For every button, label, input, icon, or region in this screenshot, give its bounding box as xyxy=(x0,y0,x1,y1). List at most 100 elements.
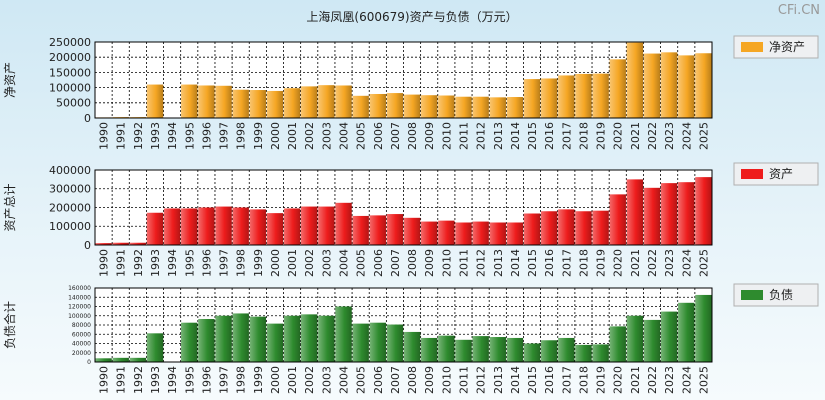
total-assets-xtick-label: 2009 xyxy=(423,249,436,277)
net-assets-ytick-label: 150000 xyxy=(49,66,91,79)
total-assets-xtick-label: 2008 xyxy=(406,249,419,277)
total-liabilities-bar-2025 xyxy=(695,294,712,362)
total-liabilities-xtick-label: 2002 xyxy=(303,366,316,394)
total-assets-bar-2008 xyxy=(403,217,421,245)
total-assets-bar-1996 xyxy=(198,207,215,245)
total-assets-bar-2019 xyxy=(592,210,609,245)
total-liabilities-xtick-label: 1991 xyxy=(115,366,128,394)
total-liabilities-ylabel: 负债合计 xyxy=(2,301,17,349)
total-assets-ytick-label: 400000 xyxy=(49,164,91,177)
total-assets-legend-label: 资产 xyxy=(769,167,793,181)
net-assets-bar-2017 xyxy=(558,75,575,118)
total-liabilities-xtick-label: 2013 xyxy=(492,366,505,394)
net-assets-xtick-label: 2007 xyxy=(389,122,402,150)
total-liabilities-ytick-label: 80000 xyxy=(72,322,91,329)
total-assets-xtick-label: 2000 xyxy=(269,249,282,277)
total-liabilities-bar-1991 xyxy=(112,357,129,362)
total-assets-ytick-label: 0 xyxy=(84,239,91,252)
total-assets-bar-2011 xyxy=(455,222,472,245)
total-liabilities-bar-2010 xyxy=(438,335,455,362)
total-assets-bar-2017 xyxy=(558,209,575,245)
net-assets-xtick-label: 2022 xyxy=(646,122,659,150)
total-assets-bar-2005 xyxy=(352,215,369,245)
chart-title: 上海凤凰(600679)资产与负债（万元） xyxy=(306,9,517,24)
total-assets-bar-1997 xyxy=(215,206,232,245)
total-assets-xtick-label: 2012 xyxy=(475,249,488,277)
total-liabilities-xtick-label: 2007 xyxy=(389,366,402,394)
total-liabilities-xtick-label: 2016 xyxy=(543,366,556,394)
total-liabilities-bar-2002 xyxy=(301,314,318,362)
total-assets-xtick-label: 1993 xyxy=(149,249,162,277)
total-assets-xtick-label: 2025 xyxy=(697,249,710,277)
total-assets-bar-2000 xyxy=(266,213,284,245)
net-assets-xtick-label: 2024 xyxy=(680,122,693,150)
total-liabilities-bar-2024 xyxy=(678,302,695,362)
total-assets-xtick-label: 2018 xyxy=(577,249,590,277)
net-assets-bar-2022 xyxy=(643,53,661,118)
total-liabilities-bar-1990 xyxy=(95,358,112,362)
total-liabilities-bar-2015 xyxy=(523,343,541,362)
total-assets-bar-2022 xyxy=(643,187,661,245)
total-assets-bar-2002 xyxy=(301,206,318,245)
total-assets-xtick-label: 2003 xyxy=(320,249,333,277)
total-assets-bar-2025 xyxy=(695,177,712,245)
total-liabilities-xtick-label: 2010 xyxy=(440,366,453,394)
net-assets-bar-2013 xyxy=(489,97,506,118)
total-liabilities-bar-2012 xyxy=(472,336,489,362)
total-liabilities-xtick-label: 2017 xyxy=(560,366,573,394)
total-liabilities-xtick-label: 1995 xyxy=(183,366,196,394)
net-assets-xtick-label: 2008 xyxy=(406,122,419,150)
total-assets-xtick-label: 2016 xyxy=(543,249,556,277)
total-liabilities-xtick-label: 2019 xyxy=(595,366,608,394)
total-liabilities-xtick-label: 2008 xyxy=(406,366,419,394)
net-assets-xtick-label: 2002 xyxy=(303,122,316,150)
total-assets-legend-box xyxy=(733,162,819,186)
net-assets-bar-2005 xyxy=(352,95,369,118)
net-assets-bar-1998 xyxy=(232,89,249,118)
total-assets-bar-2016 xyxy=(540,211,558,245)
net-assets-bar-2012 xyxy=(472,96,489,118)
net-assets-xtick-label: 2004 xyxy=(338,122,351,150)
total-liabilities-ytick-label: 120000 xyxy=(68,304,91,311)
total-assets-bar-2012 xyxy=(472,221,489,245)
total-assets-panel: 0 100000 200000 300000 400000 1990 1991 1992 199… xyxy=(3,162,819,277)
net-assets-xtick-label: 2018 xyxy=(577,122,590,150)
total-liabilities-bar-2009 xyxy=(420,337,438,362)
net-assets-bar-2015 xyxy=(523,79,541,118)
total-liabilities-bar-1992 xyxy=(129,357,147,362)
net-assets-bar-2009 xyxy=(420,95,438,118)
net-assets-xtick-label: 1992 xyxy=(132,122,145,150)
net-assets-xtick-label: 2013 xyxy=(492,122,505,150)
total-liabilities-bar-1997 xyxy=(215,315,232,362)
total-assets-xtick-label: 2020 xyxy=(612,249,625,277)
net-assets-bar-2001 xyxy=(283,88,301,118)
total-liabilities-xtick-label: 2001 xyxy=(286,366,299,394)
net-assets-legend-box xyxy=(733,35,819,59)
total-assets-xtick-label: 1999 xyxy=(252,249,265,277)
total-assets-bar-1994 xyxy=(163,208,181,245)
net-assets-xtick-label: 2020 xyxy=(612,122,625,150)
net-assets-xtick-label: 2025 xyxy=(697,122,710,150)
total-assets-xtick-label: 1997 xyxy=(218,249,231,277)
net-assets-bar-1993 xyxy=(146,84,164,118)
total-assets-xtick-label: 2023 xyxy=(663,249,676,277)
total-liabilities-xtick-label: 1996 xyxy=(200,366,213,394)
total-liabilities-bar-2013 xyxy=(489,337,506,362)
net-assets-legend-swatch xyxy=(741,42,763,52)
net-assets-bar-2016 xyxy=(540,78,558,118)
net-assets-ytick-label: 0 xyxy=(84,112,91,125)
net-assets-xtick-label: 2016 xyxy=(543,122,556,150)
total-assets-xtick-label: 2014 xyxy=(509,249,522,277)
net-assets-bar-2006 xyxy=(369,93,387,118)
total-liabilities-xtick-label: 1994 xyxy=(166,366,179,394)
net-assets-xtick-label: 2009 xyxy=(423,122,436,150)
total-assets-bar-1990 xyxy=(95,243,112,245)
net-assets-xtick-label: 2017 xyxy=(560,122,573,150)
net-assets-bar-2002 xyxy=(301,86,318,118)
total-liabilities-bar-2020 xyxy=(609,326,626,362)
net-assets-xtick-label: 2014 xyxy=(509,122,522,150)
net-assets-bar-2008 xyxy=(403,94,421,118)
net-assets-legend: 净资产 xyxy=(733,35,819,59)
total-liabilities-legend: 负债 xyxy=(733,283,819,307)
total-liabilities-legend-swatch xyxy=(741,290,763,300)
